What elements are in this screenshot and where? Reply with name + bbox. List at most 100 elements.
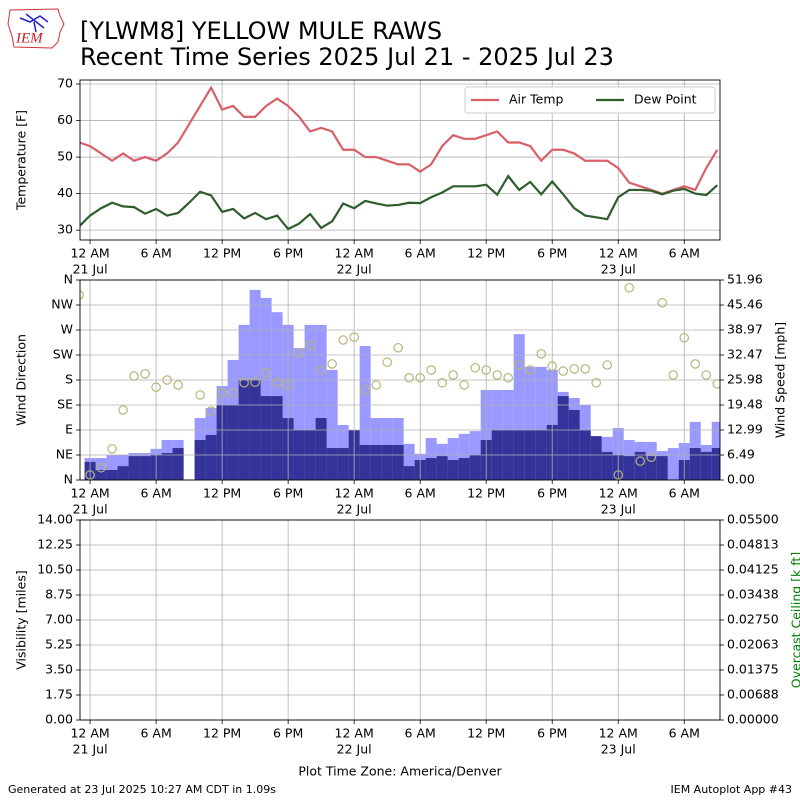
bar — [447, 438, 459, 480]
y2-tick-label: 0.01375 — [727, 662, 779, 677]
bar — [601, 451, 613, 480]
bar — [117, 466, 129, 480]
direction-point — [283, 380, 293, 390]
x-tick-label: 6 AM — [405, 486, 436, 501]
direction-point — [558, 366, 569, 376]
bar — [689, 448, 701, 480]
direction-point — [393, 342, 403, 353]
direction-point — [371, 380, 381, 390]
direction-point — [624, 282, 635, 293]
y-tick-label: S — [65, 372, 73, 387]
direction-point — [173, 380, 183, 390]
direction-point — [591, 377, 602, 388]
y-tick-label: 5.25 — [45, 637, 73, 652]
direction-point — [96, 462, 106, 473]
bar — [403, 466, 415, 480]
x-tick-label: 6 AM — [140, 246, 171, 261]
x-axis-label: Plot Time Zone: America/Denver — [298, 764, 502, 779]
bar — [106, 454, 118, 480]
bar — [227, 404, 239, 480]
y-tick-label: N — [64, 472, 73, 487]
x-tick-label: 12 AM — [335, 486, 374, 501]
y-tick-label: N — [64, 272, 73, 287]
bar — [326, 369, 338, 480]
bar — [535, 366, 547, 480]
direction-point — [503, 372, 513, 383]
bar — [425, 458, 437, 480]
x-tick-label: 12 PM — [467, 246, 505, 261]
direction-point — [569, 364, 580, 374]
x-tick-label: 12 AM — [70, 486, 109, 501]
bar — [700, 451, 712, 480]
direction-point — [294, 347, 304, 358]
direction-point — [459, 380, 469, 390]
direction-point — [360, 385, 370, 395]
x-tick-label: 6 PM — [537, 246, 567, 261]
direction-point — [338, 335, 348, 345]
bar — [403, 443, 415, 480]
direction-point — [668, 370, 679, 380]
direction-point — [349, 332, 359, 343]
direction-point — [261, 367, 271, 378]
bar — [95, 458, 107, 480]
direction-point — [602, 360, 613, 370]
direction-point — [701, 370, 712, 380]
x-tick-label: 6 PM — [537, 486, 567, 501]
logo-lines — [19, 13, 49, 33]
direction-point — [327, 359, 337, 369]
front-layer — [80, 282, 720, 480]
direction-point — [195, 390, 205, 400]
bar — [293, 347, 305, 480]
direction-point — [613, 470, 624, 480]
direction-point — [426, 365, 436, 375]
y-tick-label: 50 — [57, 149, 73, 164]
y-tick-label: 10.50 — [37, 562, 73, 577]
bar — [260, 297, 272, 480]
direction-point — [580, 364, 591, 374]
bar — [161, 453, 173, 480]
direction-point — [635, 456, 646, 466]
y2-tick-label: 0.03438 — [727, 587, 779, 602]
bar — [436, 456, 448, 480]
bar — [359, 346, 371, 480]
bar — [458, 433, 470, 480]
y2-tick-label: 25.98 — [727, 372, 763, 387]
direction-point — [228, 387, 238, 398]
y-tick-label: 3.50 — [45, 662, 73, 677]
y-tick-label: 1.75 — [45, 687, 73, 702]
direction-point — [690, 359, 701, 369]
y-axis-label: Visibility [miles] — [14, 570, 29, 669]
bar — [711, 448, 720, 480]
y-tick-label: 60 — [57, 112, 73, 127]
direction-point — [107, 444, 117, 454]
direction-point — [525, 365, 536, 375]
y2-tick-label: 0.05500 — [727, 512, 779, 527]
x-tick-label: 6 AM — [405, 726, 436, 741]
x-tick-label: 6 PM — [273, 726, 303, 741]
direction-point — [250, 377, 260, 388]
y-tick-label: 12.25 — [37, 537, 73, 552]
direction-point — [80, 290, 84, 300]
subtitle: Recent Time Series 2025 Jul 21 - 2025 Ju… — [80, 43, 614, 71]
direction-point — [162, 375, 172, 385]
direction-point — [448, 370, 458, 380]
legend-label: Dew Point — [634, 92, 697, 107]
bar — [590, 436, 602, 480]
x-tick-sublabel: 21 Jul — [73, 742, 108, 757]
back-layer — [84, 289, 720, 480]
bar — [194, 439, 206, 480]
direction-point — [316, 365, 326, 375]
bar — [128, 456, 140, 480]
y-tick-label: 14.00 — [37, 512, 73, 527]
legend-label: Air Temp — [509, 92, 564, 107]
x-tick-label: 12 AM — [599, 486, 638, 501]
bar — [447, 459, 459, 480]
bar — [656, 456, 668, 480]
y2-tick-label: 51.96 — [727, 272, 763, 287]
x-tick-label: 6 AM — [669, 246, 700, 261]
direction-point — [415, 372, 425, 383]
direction-point — [657, 297, 668, 308]
